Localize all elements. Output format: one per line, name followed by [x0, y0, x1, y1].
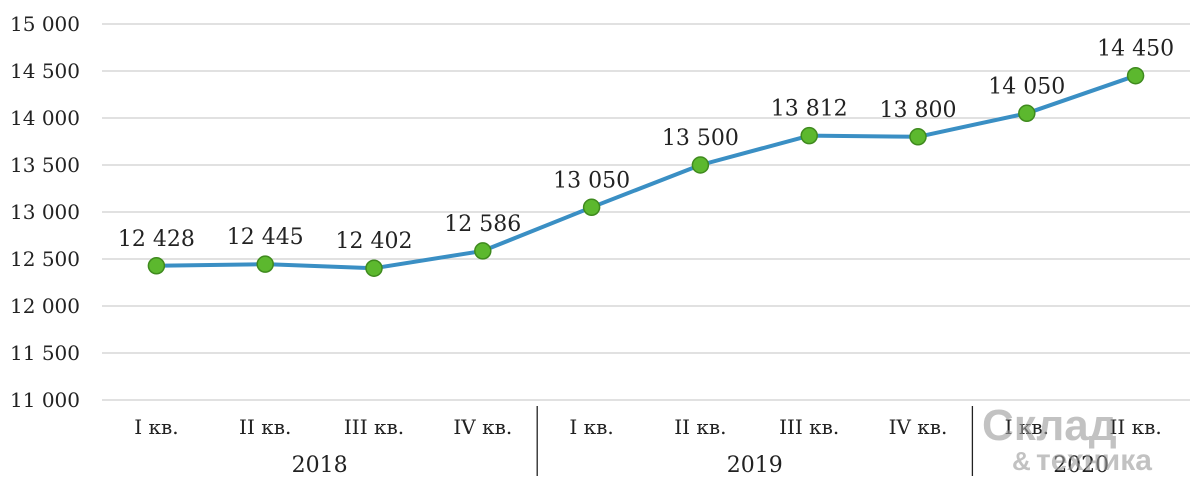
y-tick-label: 12 500	[10, 247, 80, 271]
data-label: 13 812	[771, 97, 848, 122]
y-tick-label: 12 000	[10, 294, 80, 318]
x-category-label: III кв.	[779, 415, 839, 439]
data-label: 13 800	[880, 98, 957, 123]
x-category-label: III кв.	[344, 415, 404, 439]
x-category-label: I кв.	[1005, 415, 1049, 439]
x-category-label: IV кв.	[889, 415, 948, 439]
data-point	[691, 156, 710, 174]
data-point	[365, 259, 383, 277]
data-label: 12 445	[227, 225, 304, 250]
data-point	[1018, 104, 1036, 123]
y-tick-label: 15 000	[10, 12, 80, 36]
y-tick-label: 14 500	[10, 59, 80, 83]
data-point	[582, 198, 601, 217]
x-category-label: II кв.	[674, 415, 726, 439]
data-point	[256, 255, 274, 273]
grid-lines	[102, 23, 1190, 401]
data-point	[909, 128, 927, 146]
y-tick-label: 13 000	[10, 200, 80, 224]
data-label: 13 500	[662, 126, 739, 151]
x-category-label: I кв.	[134, 415, 178, 439]
x-group-label: 2019	[727, 453, 783, 478]
data-point	[147, 257, 166, 275]
data-label: 13 050	[553, 168, 630, 193]
watermark-logo: Склад & техника	[982, 401, 1152, 477]
data-point	[474, 242, 492, 260]
y-tick-label: 11 000	[10, 388, 80, 412]
watermark-amp: &	[1012, 446, 1031, 476]
x-category-label: IV кв.	[453, 415, 512, 439]
x-group-label: 2018	[292, 453, 348, 478]
y-axis: 15 000 14 500 14 000 13 500 13 000 12 500 12 0…	[10, 12, 80, 412]
data-label: 12 428	[118, 227, 195, 252]
data-label: 12 586	[444, 212, 521, 237]
y-tick-label: 11 500	[10, 341, 80, 365]
watermark-line2: техника	[1036, 444, 1152, 477]
data-label: 14 050	[988, 74, 1065, 99]
x-group-label: 2020	[1053, 453, 1109, 478]
series-line-group: 12 428 12 445 12 402 12 586 13 050 13 500 13 8…	[118, 37, 1174, 277]
y-tick-label: 14 000	[10, 106, 80, 130]
data-point	[800, 126, 818, 145]
data-label: 12 402	[336, 229, 413, 254]
series-line	[156, 73, 1137, 271]
watermark-line1: Склад	[982, 401, 1117, 450]
data-label: 14 450	[1097, 37, 1174, 62]
x-category-label: II кв.	[1109, 415, 1161, 439]
x-category-label: I кв.	[569, 415, 613, 439]
x-category-label: II кв.	[239, 415, 291, 439]
data-point	[1126, 66, 1145, 85]
y-tick-label: 13 500	[10, 153, 80, 177]
x-axis: I кв. II кв. III кв. IV кв. I кв. II кв. III к…	[134, 406, 1162, 478]
